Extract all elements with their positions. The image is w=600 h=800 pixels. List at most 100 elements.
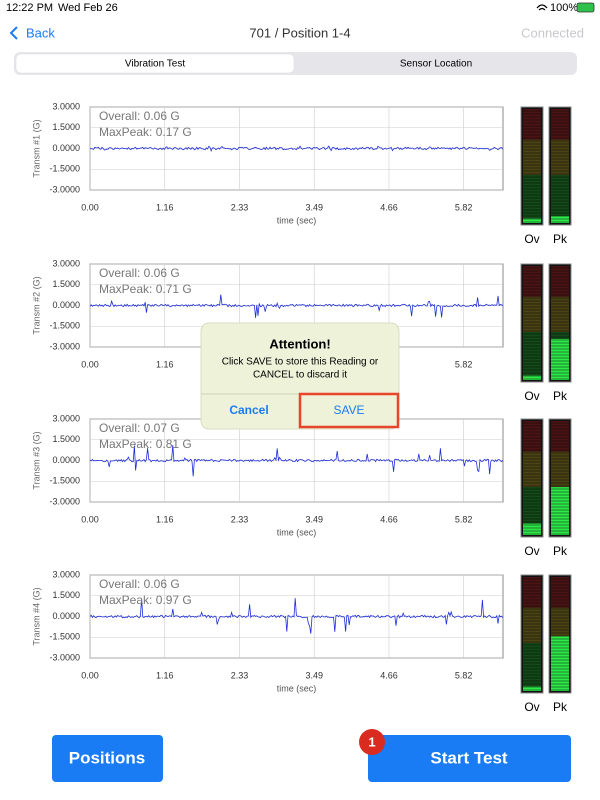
- y-axis-label: Transm #4 (G): [31, 587, 41, 645]
- y-tick-label: 1.5000: [52, 590, 80, 600]
- y-axis-label: Transm #3 (G): [31, 431, 41, 489]
- meter-level: [523, 686, 541, 691]
- x-tick-label: 5.82: [455, 514, 473, 524]
- meter-zone: [551, 175, 569, 223]
- x-tick-label: 0.00: [81, 670, 99, 680]
- tab[interactable]: Sensor Location: [400, 59, 472, 70]
- y-tick-label: 1.5000: [52, 122, 80, 132]
- x-tick-label: 5.82: [455, 202, 473, 212]
- meter-label: Ov: [524, 232, 539, 246]
- x-axis-label: time (sec): [277, 215, 317, 225]
- positions-button[interactable]: [52, 735, 163, 782]
- meter-level: [551, 338, 569, 380]
- overall-readout: Overall: 0.06 G: [99, 577, 180, 591]
- x-tick-label: 4.66: [380, 202, 398, 212]
- y-axis-label: Transm #1 (G): [31, 119, 41, 177]
- x-tick-label: 3.49: [305, 514, 323, 524]
- y-axis-label: Transm #2 (G): [31, 276, 41, 334]
- tab[interactable]: Vibration Test: [125, 59, 185, 70]
- connection-status: Connected: [521, 25, 584, 40]
- y-tick-label: 0.0000: [52, 455, 80, 465]
- meter-label: Pk: [553, 700, 568, 714]
- dialog-message: CANCEL to discard it: [253, 370, 347, 381]
- y-tick-label: 1.5000: [52, 434, 80, 444]
- x-axis-label: time (sec): [277, 683, 317, 693]
- meter-label: Ov: [524, 700, 539, 714]
- x-tick-label: 1.16: [156, 514, 174, 524]
- meter-zone: [551, 139, 569, 176]
- maxpeak-readout: MaxPeak: 0.17 G: [99, 125, 192, 139]
- meter-level: [523, 218, 541, 223]
- x-tick-label: 1.16: [156, 359, 174, 369]
- meter-zone: [523, 139, 541, 176]
- meter-zone: [523, 451, 541, 488]
- badge: [359, 729, 385, 755]
- y-tick-label: 3.0000: [52, 101, 80, 111]
- x-tick-label: 2.33: [231, 202, 249, 212]
- meter-zone: [551, 296, 569, 333]
- x-tick-label: 0.00: [81, 514, 99, 524]
- meter-zone: [523, 332, 541, 380]
- waveform: [89, 294, 504, 318]
- y-tick-label: 0.0000: [52, 300, 80, 310]
- waveform: [89, 445, 504, 477]
- y-tick-label: -3.0000: [49, 184, 80, 194]
- y-tick-label: 0.0000: [52, 143, 80, 153]
- x-tick-label: 0.00: [81, 359, 99, 369]
- meter-level: [523, 375, 541, 380]
- back-chevron[interactable]: [9, 26, 18, 40]
- status-battery: 100%: [550, 2, 578, 14]
- x-tick-label: 3.49: [305, 670, 323, 680]
- meter-zone: [551, 607, 569, 644]
- maxpeak-readout: MaxPeak: 0.81 G: [99, 437, 192, 451]
- meter-zone: [551, 451, 569, 488]
- back-button[interactable]: Back: [26, 25, 55, 40]
- y-tick-label: 0.0000: [52, 611, 80, 621]
- meter-label: Ov: [524, 389, 539, 403]
- status-date: Wed Feb 26: [58, 2, 118, 14]
- y-tick-label: 3.0000: [52, 413, 80, 423]
- meter-zone: [523, 487, 541, 535]
- x-tick-label: 4.66: [380, 670, 398, 680]
- y-tick-label: 3.0000: [52, 569, 80, 579]
- x-tick-label: 5.82: [455, 359, 473, 369]
- x-axis-label: time (sec): [277, 527, 317, 537]
- meter-label: Ov: [524, 544, 539, 558]
- x-tick-label: 4.66: [380, 514, 398, 524]
- meter-label: Pk: [553, 544, 568, 558]
- meter-label: Pk: [553, 389, 568, 403]
- overall-readout: Overall: 0.06 G: [99, 109, 180, 123]
- x-tick-label: 5.82: [455, 670, 473, 680]
- tab-selected[interactable]: [15, 53, 295, 74]
- overall-readout: Overall: 0.06 G: [99, 266, 180, 280]
- save-highlight: [298, 392, 400, 429]
- y-tick-label: -3.0000: [49, 341, 80, 351]
- meter-zone: [523, 643, 541, 691]
- y-tick-label: -1.5000: [49, 476, 80, 486]
- x-tick-label: 1.16: [156, 202, 174, 212]
- wifi-icon: [536, 4, 548, 11]
- save-button[interactable]: SAVE: [333, 403, 364, 417]
- y-tick-label: 3.0000: [52, 258, 80, 268]
- start-test-button[interactable]: [368, 735, 571, 782]
- meter-level: [551, 487, 569, 535]
- x-tick-label: 1.16: [156, 670, 174, 680]
- nav-title: 701 / Position 1-4: [249, 25, 350, 40]
- status-time: 12:22 PM: [6, 2, 53, 14]
- meter-level: [523, 523, 541, 535]
- meter-level: [551, 636, 569, 691]
- positions-label[interactable]: Positions: [69, 748, 146, 767]
- meter-zone: [523, 175, 541, 223]
- meter-level: [551, 216, 569, 223]
- meter-zone: [523, 296, 541, 333]
- y-tick-label: -3.0000: [49, 652, 80, 662]
- start-test-label[interactable]: Start Test: [430, 748, 507, 767]
- waveform: [89, 598, 504, 634]
- y-tick-label: -1.5000: [49, 632, 80, 642]
- overall-readout: Overall: 0.07 G: [99, 421, 180, 435]
- cancel-button[interactable]: Cancel: [229, 403, 268, 417]
- y-tick-label: 1.5000: [52, 279, 80, 289]
- y-tick-label: -1.5000: [49, 321, 80, 331]
- maxpeak-readout: MaxPeak: 0.71 G: [99, 282, 192, 296]
